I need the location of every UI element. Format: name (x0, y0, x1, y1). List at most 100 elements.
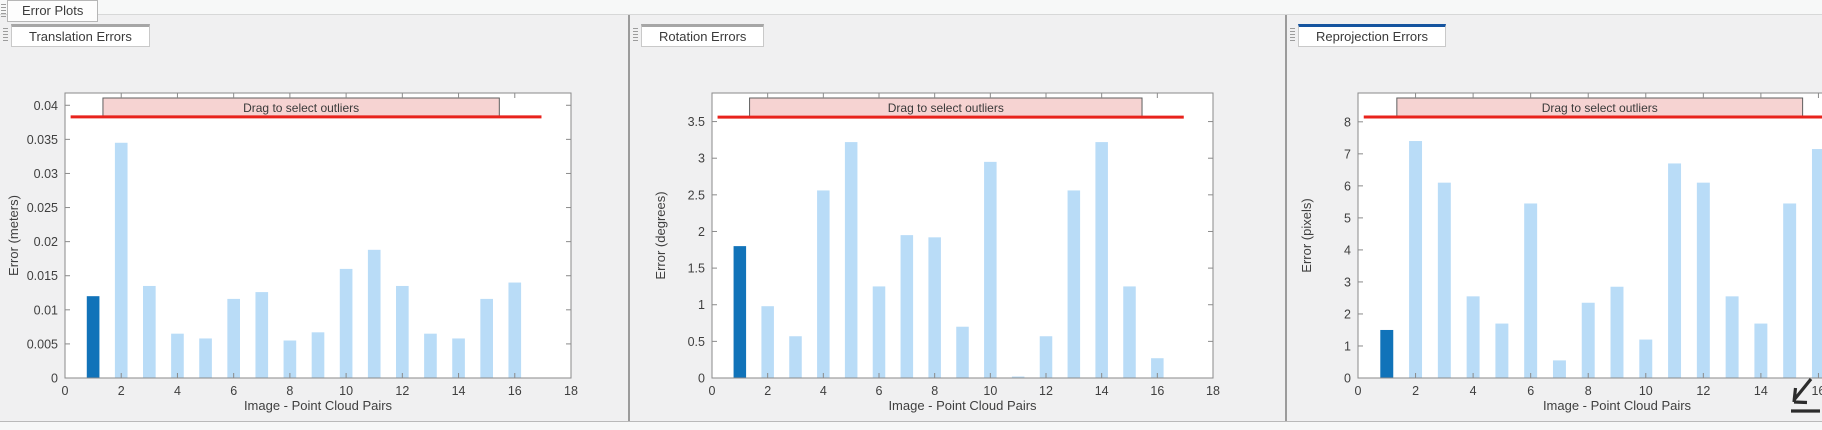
bar-pair-15[interactable] (1783, 203, 1797, 378)
rotation-errors-chart: Drag to select outliers 0 2 4 6 8 10 12 14 16 18 0 0… (630, 50, 1286, 422)
y-tick-label: 0.02 (34, 235, 58, 249)
bar-pair-13[interactable] (1067, 190, 1081, 378)
bar-pair-1[interactable] (86, 296, 100, 378)
tab-error-plots[interactable]: Error Plots (7, 0, 99, 22)
bar-pair-15[interactable] (1123, 286, 1136, 378)
x-tick-label: 2 (118, 384, 125, 398)
bar-pair-16[interactable] (1151, 358, 1164, 378)
bar-pair-5[interactable] (844, 142, 858, 378)
bar-pair-2[interactable] (114, 142, 128, 378)
bar-pair-13[interactable] (1725, 296, 1739, 378)
tab-error-plots-label: Error Plots (22, 3, 84, 18)
bar-pair-6[interactable] (872, 286, 886, 378)
y-tick-label: 0.015 (27, 269, 58, 283)
document-tab-bar (0, 0, 1822, 15)
bar-pair-14[interactable] (1095, 142, 1108, 378)
y-tick-label: 0 (1344, 372, 1351, 386)
bar-pair-9[interactable] (956, 326, 969, 378)
x-tick-label: 10 (983, 384, 997, 398)
bar-pair-8[interactable] (1581, 302, 1595, 378)
bar-pair-1[interactable] (733, 246, 747, 378)
panel-splitter[interactable] (628, 15, 630, 421)
y-tick-label: 4 (1344, 243, 1351, 257)
bar-pair-7[interactable] (1552, 360, 1566, 378)
bar-pair-3[interactable] (1437, 182, 1451, 378)
bar-pair-6[interactable] (227, 298, 240, 378)
bar-pair-16[interactable] (1811, 149, 1822, 378)
bar-pair-8[interactable] (928, 237, 941, 378)
y-tick-label: 0.005 (27, 337, 58, 351)
x-tick-label: 0 (709, 384, 716, 398)
x-tick-label: 16 (508, 384, 522, 398)
y-tick-label: 2 (698, 225, 705, 239)
bar-pair-3[interactable] (789, 336, 802, 378)
x-tick-label: 18 (1206, 384, 1220, 398)
x-tick-label: 8 (286, 384, 293, 398)
y-tick-label: 2 (1344, 307, 1351, 321)
x-tick-label: 0 (62, 384, 69, 398)
panel-splitter[interactable] (1285, 15, 1287, 421)
y-tick-label: 6 (1344, 179, 1351, 193)
bar-pair-2[interactable] (761, 306, 774, 378)
grip-icon[interactable] (3, 28, 8, 41)
bar-pair-10[interactable] (1639, 339, 1653, 378)
y-tick-label: 3 (698, 152, 705, 166)
bar-pair-10[interactable] (984, 161, 997, 378)
axes-box (1357, 92, 1822, 379)
bar-pair-5[interactable] (1495, 323, 1509, 378)
bar-pair-3[interactable] (143, 285, 156, 378)
bar-pair-11[interactable] (367, 249, 381, 378)
tab-reprojection-errors[interactable]: Reprojection Errors (1298, 24, 1446, 47)
bar-pair-7[interactable] (255, 292, 269, 378)
bar-pair-12[interactable] (1039, 336, 1053, 378)
bar-pair-16[interactable] (508, 282, 522, 378)
y-tick-label: 0.01 (34, 303, 58, 317)
y-tick-label: 1.5 (688, 262, 705, 276)
bar-pair-5[interactable] (199, 338, 212, 378)
x-tick-label: 6 (230, 384, 237, 398)
x-tick-label: 2 (764, 384, 771, 398)
bar-pair-13[interactable] (424, 333, 437, 378)
grip-icon[interactable] (1290, 28, 1295, 41)
bar-pair-2[interactable] (1409, 141, 1423, 378)
bar-pair-14[interactable] (452, 338, 465, 378)
bar-pair-9[interactable] (311, 332, 325, 378)
y-tick-label: 0.035 (27, 133, 58, 147)
bar-pair-7[interactable] (900, 235, 914, 378)
panel-tab-bar: Reprojection Errors (1287, 22, 1822, 49)
y-tick-label: 0.5 (688, 335, 705, 349)
tab-translation-errors[interactable]: Translation Errors (11, 24, 150, 47)
bar-pair-11[interactable] (1668, 163, 1682, 378)
bar-pair-15[interactable] (480, 298, 493, 378)
y-tick-label: 3 (1344, 275, 1351, 289)
x-axis-label: Image - Point Cloud Pairs (1543, 398, 1692, 413)
bar-pair-4[interactable] (171, 333, 184, 378)
x-tick-label: 14 (1754, 384, 1768, 398)
tab-rotation-errors[interactable]: Rotation Errors (641, 24, 765, 47)
panel-translation-errors: Translation Errors Drag to select outlie… (0, 22, 628, 421)
x-tick-label: 4 (820, 384, 827, 398)
bar-pair-12[interactable] (1696, 182, 1710, 378)
x-tick-label: 6 (876, 384, 883, 398)
x-axis-label: Image - Point Cloud Pairs (888, 398, 1037, 413)
bar-pair-14[interactable] (1754, 323, 1768, 378)
bar-pair-12[interactable] (396, 285, 409, 378)
panel-reprojection-errors: Reprojection Errors Drag to select outli… (1287, 22, 1822, 421)
bar-pair-8[interactable] (283, 340, 297, 379)
x-tick-label: 12 (395, 384, 409, 398)
bar-pair-4[interactable] (1466, 296, 1480, 378)
grip-icon[interactable] (1, 4, 6, 17)
bar-pair-10[interactable] (339, 268, 353, 378)
bar-pair-6[interactable] (1524, 203, 1538, 378)
bar-pair-9[interactable] (1610, 286, 1624, 378)
bar-pair-4[interactable] (817, 190, 830, 378)
y-tick-label: 1 (1344, 339, 1351, 353)
bar-pair-11[interactable] (1011, 376, 1025, 378)
bar-pair-1[interactable] (1380, 329, 1394, 378)
grip-icon[interactable] (633, 28, 638, 41)
y-tick-label: 7 (1344, 147, 1351, 161)
y-tick-label: 0.04 (34, 99, 58, 113)
download-arrow-icon[interactable] (1778, 376, 1820, 422)
